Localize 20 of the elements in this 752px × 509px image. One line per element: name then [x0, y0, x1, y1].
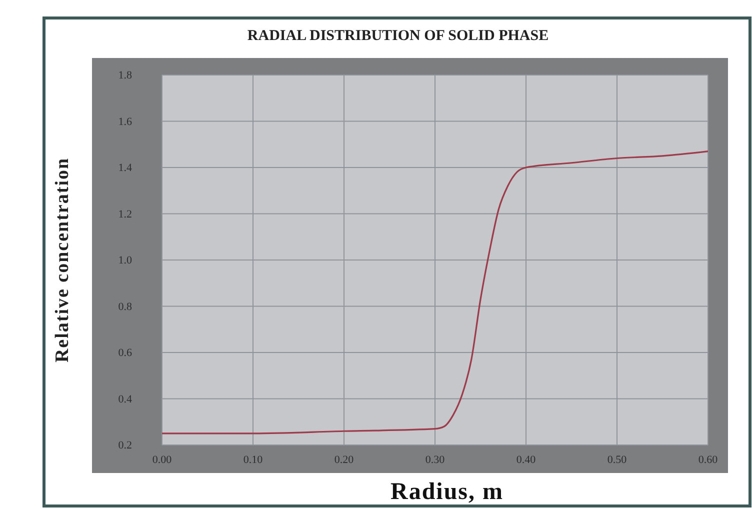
- x-tick-label: 0.50: [607, 454, 628, 466]
- y-tick-label: 1.2: [118, 208, 132, 220]
- x-axis-title: Radius, m: [390, 479, 504, 505]
- y-tick-label: 0.8: [118, 300, 132, 313]
- x-tick-label: 0.40: [516, 454, 536, 466]
- y-tick-label: 1.8: [118, 70, 132, 82]
- x-tick-label: 0.10: [243, 454, 264, 466]
- line-series: [161, 150, 709, 434]
- y-tick-label: 0.2: [118, 440, 132, 452]
- x-tick-label: 0.20: [334, 454, 354, 466]
- x-tick-label: 0.60: [698, 454, 718, 466]
- y-tick-label: 1.0: [118, 254, 132, 267]
- x-tick-label: 0.00: [152, 454, 172, 466]
- y-tick-label: 1.4: [118, 162, 132, 174]
- y-tick-label: 1.6: [118, 116, 132, 128]
- y-tick-label: 0.4: [118, 393, 132, 406]
- y-tick-label: 0.6: [118, 347, 132, 360]
- y-axis-title: Relative concentration: [52, 157, 73, 363]
- x-tick-label: 0.30: [425, 454, 446, 466]
- chart-title: RADIAL DISTRIBUTION OF SOLID PHASE: [247, 28, 549, 44]
